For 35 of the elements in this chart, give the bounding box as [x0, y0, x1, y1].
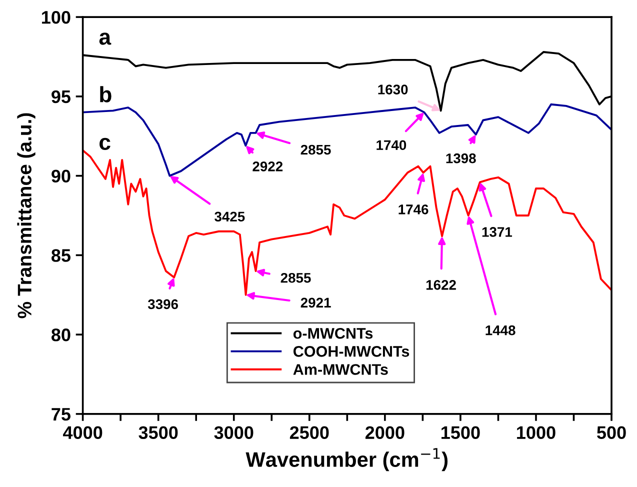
y-tick-label: 90	[52, 170, 70, 183]
x-tick-label: 2500	[290, 426, 329, 440]
y-tick-label: 80	[51, 328, 70, 342]
y-tick-label: 85	[51, 249, 71, 262]
y-tick-label: 100	[42, 10, 70, 24]
x-tick-label: 1000	[517, 426, 556, 440]
x-tick-label: 3500	[138, 426, 178, 440]
annotation: 1746	[398, 204, 428, 214]
x-tick-label: 500	[597, 426, 626, 440]
y-tick-label: 75	[52, 408, 71, 421]
y-tick-label: 95	[52, 90, 71, 104]
y-axis-title: % Transmittance (a.u.)	[17, 113, 36, 318]
x-axis-title: Wavenumber (cm$^{−1}$)	[246, 448, 448, 472]
annotation: a	[99, 32, 112, 45]
x-tick-label: 3000	[214, 426, 254, 440]
legend-label: Am-MWCNTs	[293, 364, 388, 375]
annotation: 2921	[300, 298, 331, 308]
annotation: 1622	[426, 280, 456, 290]
legend-label: o-MWCNTs	[293, 328, 373, 339]
x-tick-label: 4000	[63, 426, 102, 440]
annotation: 2922	[252, 162, 283, 172]
legend-label: COOH-MWCNTs	[293, 346, 410, 357]
annotation: 2855	[280, 272, 311, 283]
annotation: c	[100, 138, 110, 150]
annotation: b	[100, 86, 112, 102]
annotation: 1448	[486, 325, 516, 336]
annotation: 1740	[376, 140, 406, 150]
annotation: 2855	[300, 144, 331, 155]
annotation: 3396	[148, 299, 178, 310]
annotation: 1398	[446, 153, 476, 164]
annotation: 3425	[214, 212, 245, 222]
x-tick-label: 2000	[365, 426, 404, 440]
annotation: 1630	[378, 84, 408, 94]
annotation: 1371	[482, 227, 512, 237]
x-tick-label: 1500	[442, 426, 480, 440]
